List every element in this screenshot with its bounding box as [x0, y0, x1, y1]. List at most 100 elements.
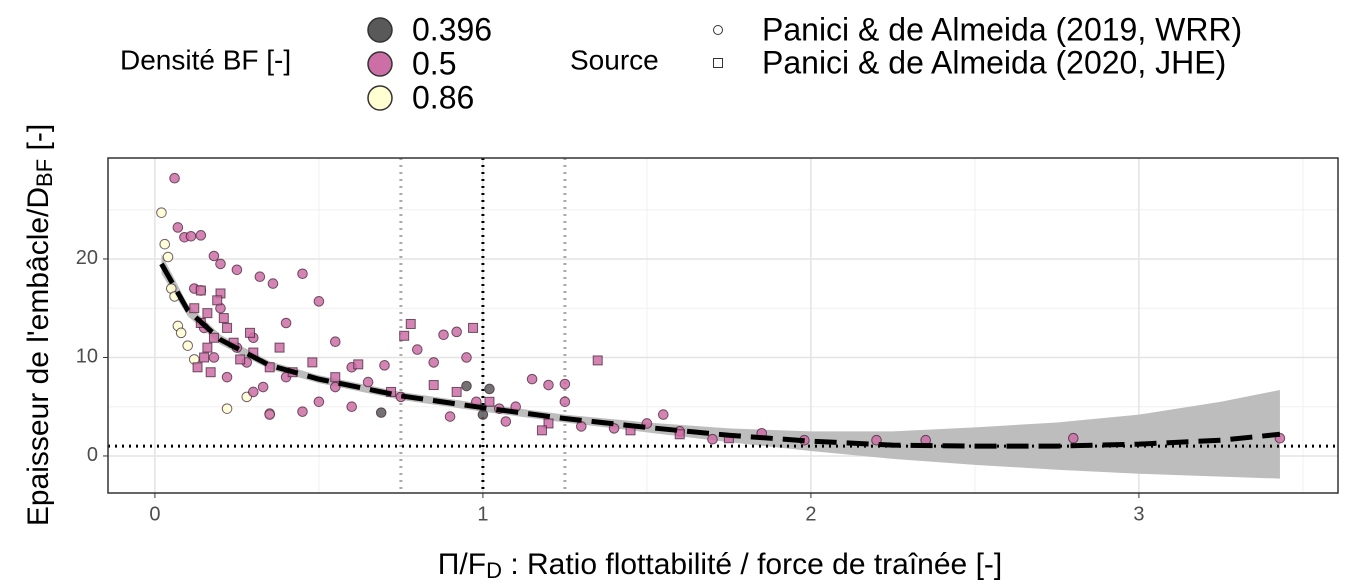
x-label-part: Π/F [438, 548, 486, 581]
point [526, 373, 538, 385]
point [218, 313, 229, 324]
point [175, 327, 187, 339]
point [461, 352, 472, 363]
x-label-part: : Ratio flottabilité / force de traînée … [502, 548, 1002, 581]
plot-border [107, 157, 1339, 494]
point [202, 308, 213, 319]
point [199, 352, 210, 363]
point [362, 376, 374, 388]
density-legend-title: Densité BF [-] [120, 44, 291, 75]
point [543, 418, 554, 429]
point [444, 411, 456, 422]
point [559, 396, 571, 408]
point [428, 380, 439, 391]
point [221, 371, 233, 383]
point [169, 172, 180, 184]
point [412, 344, 423, 355]
y-label-sub: BF [32, 159, 57, 187]
point [172, 222, 184, 233]
point [192, 362, 203, 373]
point [592, 355, 603, 366]
point [468, 322, 479, 333]
y-label-part: Epaisseur de l'embâcle/D [22, 187, 55, 526]
point [195, 285, 206, 296]
point [264, 362, 275, 373]
point [185, 231, 197, 242]
point [399, 330, 410, 341]
point [248, 386, 259, 398]
legend-swatch [367, 51, 393, 77]
point [484, 396, 495, 407]
y-label-part: [-] [22, 124, 55, 159]
point [313, 296, 325, 307]
point [461, 380, 472, 392]
point [162, 251, 174, 263]
source-legend-title: Source [570, 44, 659, 75]
point [208, 250, 220, 262]
point [195, 230, 207, 241]
point [274, 342, 285, 353]
y-tick-label: 0 [87, 444, 98, 466]
point [543, 379, 554, 391]
point [159, 238, 171, 250]
point [379, 360, 390, 371]
x-axis-label: Π/FD : Ratio flottabilité / force de tra… [438, 548, 1002, 583]
point [658, 409, 669, 420]
point [451, 326, 462, 338]
point [231, 264, 243, 276]
legend-label: 0.5 [412, 45, 456, 81]
point [484, 383, 495, 395]
point [267, 278, 279, 289]
point [280, 317, 292, 329]
x-tick-label: 2 [805, 503, 816, 525]
point [212, 295, 223, 306]
point [156, 207, 167, 218]
point [353, 359, 364, 370]
point [208, 332, 219, 343]
point [500, 416, 512, 427]
legend-swatch [367, 85, 393, 111]
point [674, 429, 685, 440]
x-tick-label: 1 [477, 503, 488, 525]
point [375, 407, 387, 418]
point [559, 378, 571, 390]
legend-swatch [367, 17, 393, 43]
legend-label: 0.396 [412, 11, 492, 47]
point [202, 342, 213, 353]
y-tick-label: 20 [76, 247, 98, 269]
point [297, 406, 308, 417]
point [245, 327, 256, 338]
point [713, 25, 723, 35]
point [330, 372, 341, 383]
point [405, 318, 416, 329]
x-tick-label: 3 [1133, 503, 1144, 525]
legend-label: 0.86 [412, 79, 474, 115]
legend-label: Panici & de Almeida (2019, WRR) [762, 11, 1242, 47]
point [330, 336, 341, 348]
point [208, 352, 220, 363]
point [713, 58, 723, 68]
point [451, 386, 462, 397]
point [222, 322, 233, 333]
point [1068, 432, 1079, 444]
point [264, 409, 276, 420]
y-tick-label: 10 [76, 346, 98, 368]
point [182, 340, 194, 351]
point [215, 258, 226, 270]
point [438, 329, 449, 341]
point [330, 381, 341, 393]
x-label-sub: D [486, 558, 502, 583]
point [235, 354, 246, 365]
y-axis-label: Epaisseur de l'embâcle/DBF [-] [22, 124, 57, 526]
point [254, 271, 266, 282]
point [307, 357, 318, 368]
x-tick-label: 0 [149, 503, 160, 525]
point [257, 381, 269, 393]
legend-label: Panici & de Almeida (2020, JHE) [762, 44, 1226, 80]
point [536, 425, 547, 436]
point [707, 433, 718, 445]
point [576, 421, 587, 432]
point [189, 303, 200, 314]
point [297, 268, 308, 280]
